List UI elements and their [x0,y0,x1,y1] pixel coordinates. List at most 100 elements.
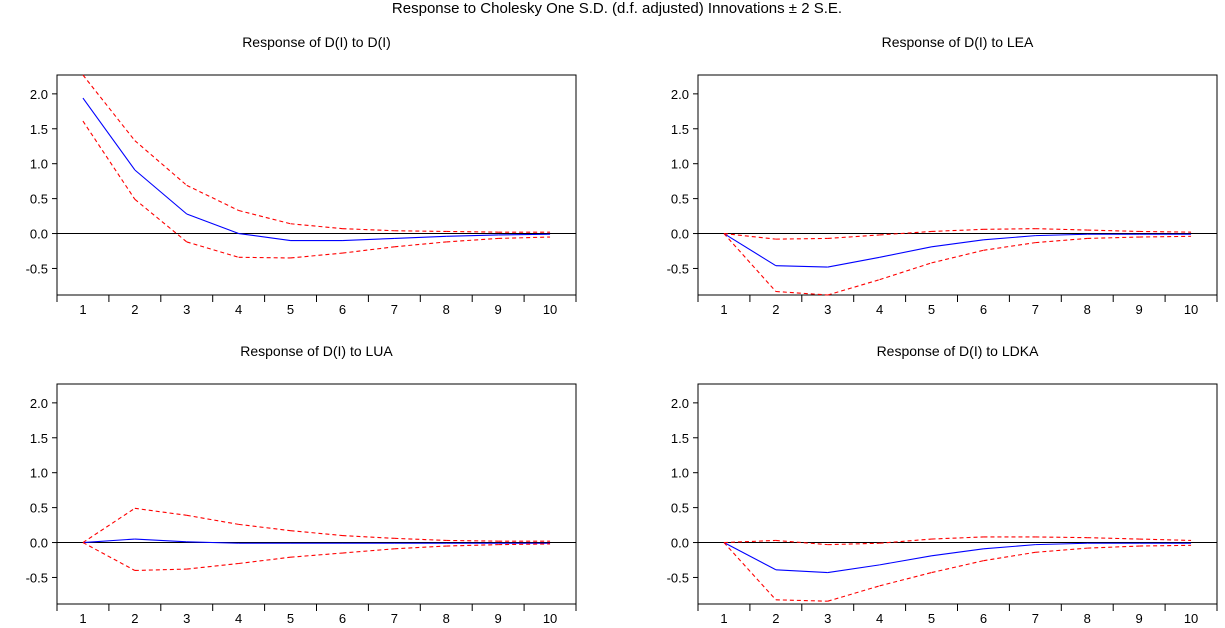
x-tick-label: 8 [443,611,450,626]
lower-band-segment [775,599,828,602]
x-tick-label: 10 [1184,302,1198,317]
y-tick-label: -0.5 [26,261,48,276]
lower-band-segment [498,236,551,239]
series-response [82,538,551,544]
response-segment [498,233,551,236]
series-lower-band [82,542,551,572]
plot-frame [56,383,577,605]
upper-band-segment [1035,536,1088,539]
series-lower-band [723,233,1192,296]
x-tick-label: 4 [876,302,883,317]
panel-title: Response of D(I) to LDKA [877,343,1040,359]
lower-band-segment [879,572,932,587]
x-tick-label: 3 [824,611,831,626]
lower-band-segment [82,542,136,571]
x-tick-label: 4 [235,302,242,317]
upper-band-segment [82,507,136,543]
lower-band-segment [931,249,984,264]
y-tick-label: 1.0 [671,466,689,481]
x-tick-label: 6 [339,302,346,317]
x-tick-label: 6 [980,611,987,626]
chart-panel-1: Response of D(I) to D(I) 2.0 1.5 1.0 0.5 0.0 -… [26,34,577,317]
series-upper-band [723,228,1192,240]
response-segment [186,213,239,235]
response-segment [931,239,984,248]
lower-band-segment [1139,544,1192,547]
upper-band-segment [775,237,828,240]
x-tick-label: 5 [287,302,294,317]
y-tick-label: 0.5 [671,501,689,516]
y-tick-label: 0.5 [30,192,48,207]
upper-band-segment [238,209,291,225]
upper-band-segment [342,228,395,232]
series-response [723,233,1192,268]
panel-title: Response of D(I) to LUA [240,343,393,359]
response-segment [723,542,777,571]
series-upper-band [723,536,1192,546]
series-response [723,542,1192,574]
x-tick-label: 9 [1136,611,1143,626]
series-lower-band [723,542,1192,602]
y-tick-label: 0.0 [671,227,689,242]
lower-band-segment [1139,235,1192,238]
x-tick-label: 3 [183,611,190,626]
upper-band-segment [342,535,395,539]
upper-band-segment [186,514,239,525]
figure-title: Response to Cholesky One S.D. (d.f. adju… [392,0,842,17]
x-tick-label: 3 [183,302,190,317]
y-tick-label: 1.0 [30,466,48,481]
upper-band-segment [1087,537,1140,540]
upper-band-segment [1139,538,1192,541]
upper-band-segment [394,537,447,541]
response-segment [827,256,880,268]
panel-title: Response of D(I) to D(I) [242,34,391,50]
series-upper-band [82,74,551,233]
x-tick-label: 10 [1184,611,1198,626]
chart-panel-3: Response of D(I) to LUA 2.0 1.5 1.0 0.5 0.0 -0… [26,343,577,626]
x-tick-label: 8 [443,302,450,317]
y-tick-label: 0.0 [30,536,48,551]
lower-band-segment [879,262,932,281]
y-tick-label: -0.5 [26,570,48,585]
response-segment [879,246,932,258]
x-tick-label: 8 [1084,302,1091,317]
response-segment [238,232,291,242]
series-upper-band [82,507,551,543]
upper-band-segment [827,234,880,239]
y-tick-label: 0.5 [671,192,689,207]
response-segment [82,97,136,171]
y-tick-label: 0.0 [30,227,48,242]
lower-band-segment [827,585,880,602]
response-segment [827,564,880,574]
upper-band-segment [983,228,1036,230]
lower-band-segment [238,256,291,259]
y-tick-label: 0.0 [671,536,689,551]
upper-band-segment [82,74,136,141]
chart-panel-4: Response of D(I) to LDKA 2.0 1.5 1.0 0.5 0.0 -… [667,343,1218,626]
upper-band-segment [134,140,188,186]
y-tick-label: -0.5 [667,570,689,585]
x-tick-label: 2 [131,611,138,626]
x-tick-label: 5 [928,611,935,626]
x-tick-label: 7 [1032,611,1039,626]
x-tick-label: 4 [235,611,242,626]
y-tick-label: 2.0 [30,396,48,411]
plot-frame [697,74,1218,296]
y-tick-label: 2.0 [671,87,689,102]
response-segment [394,235,447,239]
x-tick-label: 1 [720,302,727,317]
upper-band-segment [134,507,187,516]
upper-band-segment [394,230,447,232]
y-tick-label: 1.5 [671,122,689,137]
response-segment [879,555,932,566]
upper-band-segment [446,230,499,233]
y-tick-label: 2.0 [671,396,689,411]
upper-band-segment [1035,228,1088,231]
upper-band-segment [1139,230,1192,233]
lower-band-segment [1035,547,1088,553]
y-tick-label: 1.5 [30,122,48,137]
lower-band-segment [446,544,499,547]
response-segment [931,548,984,557]
x-tick-label: 2 [772,302,779,317]
lower-band-segment [186,241,239,258]
